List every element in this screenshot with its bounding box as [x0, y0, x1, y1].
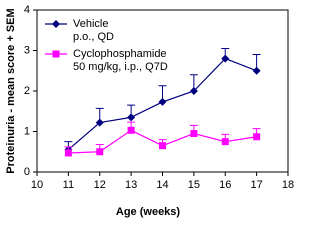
- marker: [127, 113, 136, 122]
- x-tick-label: 10: [31, 179, 43, 191]
- marker: [252, 66, 261, 75]
- legend-note: 50 mg/kg, i.p., Q7D: [73, 61, 168, 73]
- marker: [96, 148, 104, 156]
- x-tick-label: 16: [219, 179, 231, 191]
- chart: Age (weeks) Proteinuria - mean score + S…: [5, 4, 294, 218]
- marker: [95, 118, 104, 127]
- marker: [158, 97, 167, 106]
- marker: [253, 133, 261, 141]
- marker: [221, 54, 230, 63]
- y-tick-label: 3: [24, 44, 30, 56]
- x-tick-label: 12: [94, 179, 106, 191]
- marker: [190, 130, 198, 138]
- x-tick-label: 13: [125, 179, 137, 191]
- x-tick-label: 18: [282, 179, 294, 191]
- y-tick-label: 2: [24, 85, 30, 97]
- marker: [159, 142, 166, 150]
- x-axis-label: Age (weeks): [116, 206, 181, 218]
- legend-note: p.o., QD: [73, 31, 114, 43]
- marker: [64, 149, 72, 157]
- y-tick-label: 4: [24, 4, 30, 16]
- x-tick-label: 11: [63, 179, 74, 191]
- y-tick-label: 0: [24, 166, 30, 178]
- marker: [127, 126, 135, 134]
- marker: [221, 138, 229, 146]
- y-axis-label: Proteinuria - mean score + SEM: [5, 8, 17, 173]
- x-tick-label: 15: [188, 179, 200, 191]
- x-tick-label: 17: [251, 179, 263, 191]
- y-tick-label: 1: [24, 125, 30, 137]
- legend-label: Vehicle: [73, 18, 108, 30]
- legend-marker: [52, 50, 60, 58]
- legend-marker: [52, 20, 60, 28]
- x-tick-label: 14: [156, 179, 168, 191]
- marker: [189, 87, 198, 95]
- legend-label: Cyclophosphamide: [73, 48, 167, 60]
